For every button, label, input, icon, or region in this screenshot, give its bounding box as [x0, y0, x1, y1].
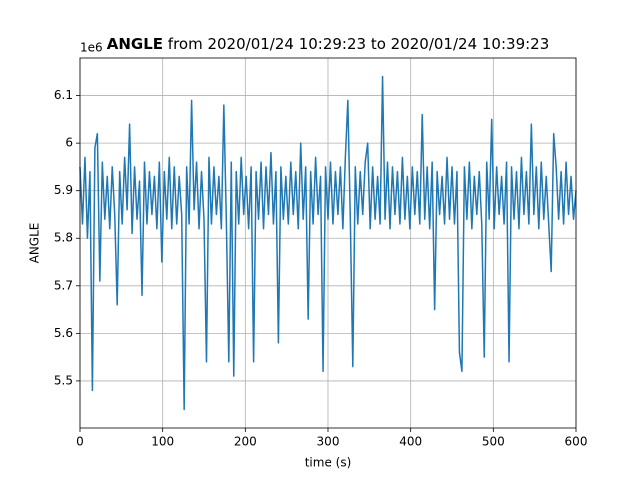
x-axis-label: time (s)	[305, 456, 352, 470]
x-tick-label: 600	[565, 435, 588, 449]
x-tick-label: 400	[399, 435, 422, 449]
plot-frame	[79, 57, 577, 429]
chart-title: ANGLE from 2020/01/24 10:29:23 to 2020/0…	[107, 35, 550, 53]
x-tick-label: 300	[317, 435, 340, 449]
y-tick-label: 5.9	[54, 183, 73, 197]
x-tick-label: 0	[76, 435, 84, 449]
y-axis-label: ANGLE	[28, 223, 42, 264]
x-tick-label: 200	[234, 435, 257, 449]
title-rest: from 2020/01/24 10:29:23 to 2020/01/24 1…	[168, 35, 549, 53]
y-tick-label: 6	[65, 136, 73, 150]
y-tick-label: 5.6	[54, 326, 73, 340]
title-bold: ANGLE	[107, 35, 163, 53]
y-tick-label: 5.5	[54, 373, 73, 387]
y-offset-label: 1e6	[80, 41, 103, 55]
data-line	[79, 75, 577, 411]
y-tick-label: 5.8	[54, 231, 73, 245]
y-tick-label: 6.1	[54, 88, 73, 102]
x-tick-label: 500	[482, 435, 505, 449]
x-tick-label: 100	[151, 435, 174, 449]
y-tick-label: 5.7	[54, 278, 73, 292]
